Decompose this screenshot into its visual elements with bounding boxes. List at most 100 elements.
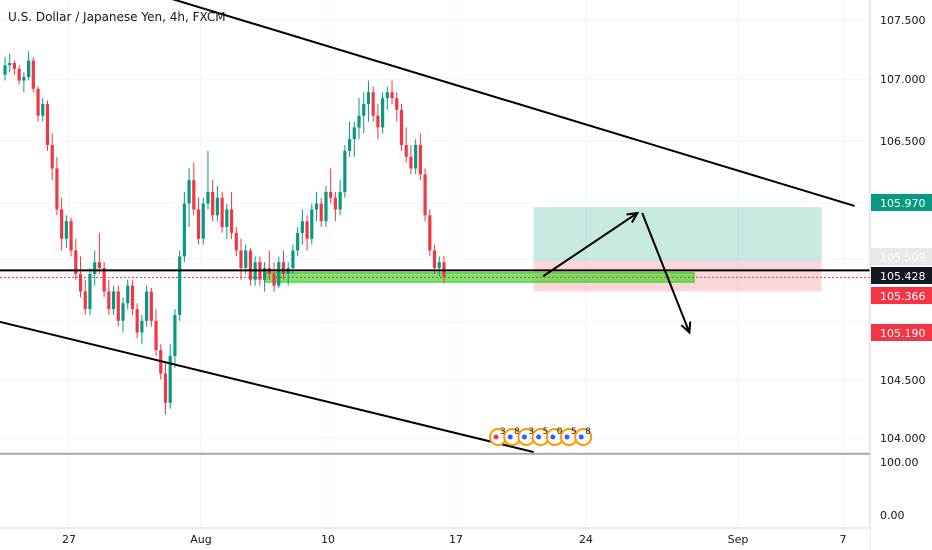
event-count: 8	[514, 427, 520, 437]
subpane-tick-label: 100.00	[880, 456, 919, 469]
candle-body	[362, 103, 366, 116]
candle-body	[121, 303, 125, 321]
candle-body	[41, 103, 45, 116]
candle-body	[423, 174, 427, 216]
candle-body	[385, 92, 389, 99]
candle-body	[168, 355, 172, 403]
candle-body	[206, 191, 210, 204]
time-axis[interactable]: 27 Aug 10 17 24 Sep 7	[0, 527, 870, 550]
candle-body	[97, 262, 101, 269]
event-dot	[578, 434, 584, 440]
y-tick-label: 104.000	[880, 432, 926, 445]
channel-trendline	[171, 0, 855, 207]
candle-body	[50, 145, 54, 169]
arrow-head	[626, 211, 640, 223]
x-tick-label: 17	[449, 533, 463, 546]
x-tick-label: 10	[321, 533, 335, 546]
candle-body	[428, 215, 432, 251]
x-tick-label: 27	[62, 533, 76, 546]
candle-body	[300, 221, 304, 233]
candle-body	[126, 285, 130, 304]
event-count: 5	[571, 427, 577, 437]
candle-body	[69, 221, 73, 251]
chart-title: U.S. Dollar / Japanese Yen, 4h, FXCM	[8, 10, 226, 24]
candle-body	[381, 98, 385, 128]
candle-body	[310, 209, 314, 239]
candle-body	[343, 150, 347, 192]
candle-body	[102, 268, 106, 292]
candle-body	[324, 191, 328, 222]
candle-body	[173, 314, 177, 356]
event-count: 8	[585, 427, 591, 437]
candle-body	[234, 232, 238, 251]
price-label-box	[871, 248, 932, 265]
event-dot	[493, 434, 499, 440]
price-label: 105.509	[880, 251, 926, 264]
candle-body	[107, 291, 111, 310]
candle-body	[192, 180, 196, 210]
candle-body	[178, 256, 182, 315]
candle-body	[338, 191, 342, 210]
event-count: 3	[528, 427, 534, 437]
x-tick-label: Sep	[728, 533, 749, 546]
price-label-box	[871, 194, 932, 211]
profit-zone	[533, 207, 822, 262]
candle-body	[196, 209, 201, 239]
candle-body	[409, 156, 413, 169]
candle-body	[414, 145, 418, 169]
candle-body	[347, 139, 352, 151]
candle-body	[116, 291, 120, 321]
candle-body	[281, 262, 286, 274]
price-label-box	[871, 287, 932, 304]
price-label: 105.428	[880, 270, 926, 283]
candle-body	[182, 203, 186, 257]
candle-body	[22, 77, 26, 81]
candle-body	[352, 127, 356, 140]
event-dot	[536, 434, 542, 440]
candle-body	[60, 209, 64, 239]
candle-body	[36, 88, 40, 116]
event-dot	[564, 434, 570, 440]
candle-body	[27, 60, 31, 78]
candle-body	[64, 221, 68, 239]
candle-body	[248, 250, 253, 280]
candle-body	[291, 250, 295, 269]
candle-body	[333, 197, 337, 210]
price-label-box	[871, 267, 932, 284]
event-dot	[507, 434, 513, 440]
candle-body	[329, 191, 333, 198]
candle-body	[376, 115, 380, 128]
y-tick-label: 104.500	[880, 374, 926, 387]
candle-body	[366, 92, 371, 104]
candle-body	[357, 115, 361, 128]
event-dot	[521, 434, 527, 440]
event-count: 5	[543, 427, 549, 437]
candle-body	[437, 262, 441, 269]
price-label: 105.190	[880, 327, 926, 340]
candle-body	[263, 268, 267, 280]
projection-arrow	[542, 212, 639, 278]
candle-body	[319, 203, 323, 222]
candle-body	[371, 92, 375, 116]
candle-body	[3, 65, 7, 75]
candle-body	[83, 291, 87, 310]
x-tick-label: Aug	[190, 533, 211, 546]
trend-drawings[interactable]	[0, 0, 870, 454]
candle-body	[395, 98, 399, 110]
candle-body	[78, 273, 83, 292]
candle-body	[45, 103, 50, 145]
candle-body	[12, 62, 17, 69]
price-label-box	[871, 324, 932, 341]
projection-arrow	[641, 212, 691, 333]
candle-body	[272, 273, 276, 286]
candle-body	[404, 145, 408, 157]
time-axis-background	[0, 528, 870, 550]
price-label: 105.366	[880, 290, 926, 303]
candle-body	[225, 209, 229, 228]
candle-body	[215, 197, 219, 216]
candle-body	[149, 291, 153, 321]
candle-body	[201, 203, 205, 239]
